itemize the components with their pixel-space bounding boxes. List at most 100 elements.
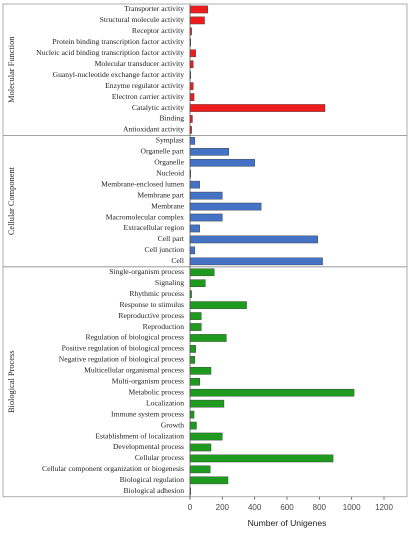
category-label: Nucleic acid binding transcription facto… <box>36 48 184 57</box>
bar-response-to-stimulus <box>189 301 247 309</box>
category-label: Rhythmic process <box>129 289 184 298</box>
x-tick-label: 200 <box>216 503 230 512</box>
bar-developmental-process <box>189 443 212 452</box>
category-label: Protein binding transcription factor act… <box>52 37 184 46</box>
bar-signaling <box>189 279 206 288</box>
bar-structural-molecule-activity <box>189 16 205 25</box>
category-label: Organelle <box>154 158 184 167</box>
category-label: Cell junction <box>145 245 185 254</box>
category-label: Binding <box>160 114 185 123</box>
bar-metabolic-process <box>189 388 355 397</box>
category-label: Cellular process <box>135 453 184 462</box>
bar-macromolecular-complex <box>189 213 223 222</box>
bar-molecular-transducer-activity <box>189 60 194 69</box>
category-label: Biological adhesion <box>123 486 184 495</box>
bar-transporter-activity <box>189 5 208 14</box>
category-label: Establishment of localization <box>95 431 184 440</box>
x-tick-label: 1200 <box>375 503 393 512</box>
x-tick-label: 800 <box>313 503 327 512</box>
bar-organelle <box>189 158 255 167</box>
group-frames <box>2 3 408 498</box>
category-label: Symplast <box>156 136 185 145</box>
category-label: Biological regulation <box>120 475 185 484</box>
category-label: Developmental process <box>113 442 184 451</box>
x-tick-label: 1000 <box>343 503 361 512</box>
bar-negative-regulation-of-biological-process <box>189 356 196 364</box>
category-label: Multicellular organismal process <box>84 366 184 375</box>
category-label: Nucleoid <box>156 168 184 177</box>
group-label-cellular-component: Cellular Component <box>7 166 16 235</box>
category-label: Membrane part <box>137 190 184 199</box>
bar-cellular-component-organization-or-biogenesis <box>189 465 211 474</box>
category-label: Enzyme regulator activity <box>105 81 184 90</box>
bar-regulation-of-biological-process <box>189 334 227 342</box>
bar-electron-carrier-activity <box>189 93 195 101</box>
group-label-molecular-function: Molecular Function <box>7 36 16 103</box>
bar-enzyme-regulator-activity <box>189 82 194 90</box>
category-label: Macromolecular complex <box>106 212 184 221</box>
bar-multicellular-organismal-process <box>189 367 212 375</box>
bar-membrane-enclosed-lumen <box>189 180 200 189</box>
bar-membrane-part <box>189 191 223 200</box>
category-label: Signaling <box>155 278 184 287</box>
group-label-biological-process: Biological Process <box>7 350 16 413</box>
category-label: Guanyl-nucleotide exchange factor activi… <box>53 70 185 79</box>
category-label: Regulation of biological process <box>86 333 185 342</box>
category-label: Immune system process <box>111 409 184 418</box>
category-label: Reproductive process <box>118 311 184 320</box>
bar-cell <box>189 257 323 266</box>
category-label: Response to stimulus <box>119 300 184 309</box>
category-label: Molecular transducer activity <box>95 59 185 68</box>
x-tick-label: 600 <box>280 503 294 512</box>
bar-extracellular-region <box>189 224 200 233</box>
category-labels: Transporter activity Structural molecule … <box>36 4 185 495</box>
category-label: Localization <box>146 398 184 407</box>
category-label: Membrane-enclosed lumen <box>101 179 184 188</box>
category-label: Antioxidant activity <box>123 125 184 134</box>
bar-localization <box>189 399 225 408</box>
category-label: Receptor activity <box>132 26 184 35</box>
bar-cell-part <box>189 235 318 244</box>
category-label: Reproduction <box>143 322 185 331</box>
category-label: Organelle part <box>140 147 184 156</box>
category-label: Extracellular region <box>123 223 184 232</box>
bar-multi-organism-process <box>189 377 200 386</box>
bar-single-organism-process <box>189 268 215 277</box>
x-axis-title: Number of Unigenes <box>248 518 327 528</box>
bar-growth <box>189 421 197 430</box>
category-label: Negative regulation of biological proces… <box>59 355 184 364</box>
category-label: Catalytic activity <box>132 103 184 112</box>
x-tick-label: 400 <box>248 503 262 512</box>
bar-catalytic-activity <box>189 104 326 112</box>
bar-cell-junction <box>189 246 196 255</box>
category-label: Cellular component organization or bioge… <box>42 464 184 473</box>
group-labels: Molecular Function Cellular Component Biol… <box>7 36 16 413</box>
category-label: Membrane <box>151 201 185 210</box>
category-label: Multi-organism process <box>112 377 184 386</box>
bar-organelle-part <box>189 148 229 156</box>
bars <box>189 5 355 496</box>
bar-symplast <box>189 137 196 145</box>
category-label: Cell part <box>158 234 185 243</box>
bar-cellular-process <box>189 454 334 463</box>
category-label: Electron carrier activity <box>112 92 184 101</box>
group-frame-biological-process <box>2 266 408 498</box>
category-label: Metabolic process <box>129 387 185 396</box>
bar-establishment-of-localization <box>189 432 223 441</box>
bar-biological-regulation <box>189 476 229 485</box>
x-axis: 0 200 400 600 800 1000 1200 <box>188 4 393 512</box>
category-label: Positive regulation of biological proces… <box>62 344 184 353</box>
bar-immune-system-process <box>189 410 195 419</box>
x-tick-label: 0 <box>188 503 193 512</box>
bar-membrane <box>189 202 262 211</box>
bar-reproduction <box>189 323 202 331</box>
category-label: Cell <box>171 256 184 265</box>
bar-positive-regulation-of-biological-process <box>189 345 196 353</box>
category-label: Single-organism process <box>109 267 184 276</box>
category-label: Transporter activity <box>124 4 184 13</box>
category-label: Structural molecule activity <box>100 15 185 24</box>
category-label: Growth <box>161 420 184 429</box>
bar-reproductive-process <box>189 312 202 320</box>
bar-nucleic-acid-binding-transcription-factor-activity <box>189 49 196 58</box>
